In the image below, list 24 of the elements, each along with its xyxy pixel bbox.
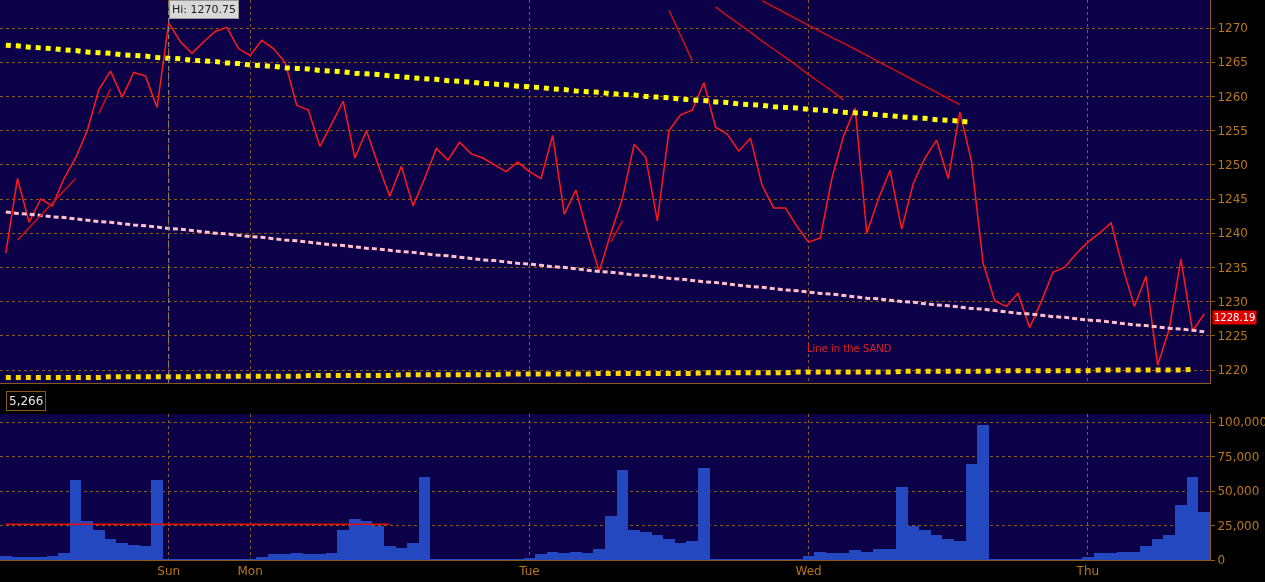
text: 5,266 [9,394,44,408]
y-tick-label: 1265 [1217,55,1248,70]
y-tick-label: 0 [1217,553,1226,568]
annotation: Hi: 1270.75 [172,3,237,16]
text: 1228.19 [1214,312,1256,323]
x-tick-label: Sun [157,564,181,579]
y-tick-label: 1220 [1217,363,1248,378]
y-tick-label: 1270 [1217,21,1248,36]
y-tick-label: 1230 [1217,294,1248,309]
y-tick-label: 1260 [1217,89,1248,104]
y-tick-label: 50,000 [1217,484,1260,499]
x-tick-label: Tue [518,564,540,579]
y-tick-label: 1255 [1217,123,1248,138]
y-tick-label: 1225 [1217,329,1248,344]
annotation: Line in the SAND [807,343,892,354]
y-tick-label: 1235 [1217,260,1248,275]
y-tick-label: 25,000 [1217,518,1260,533]
y-tick-label: 75,000 [1217,449,1260,464]
y-tick-label: 1245 [1217,192,1248,207]
x-tick-label: Thu [1075,564,1100,579]
x-tick-label: Mon [237,564,263,579]
y-tick-label: 1250 [1217,158,1248,173]
y-tick-label: 1240 [1217,226,1248,241]
x-tick-label: Wed [795,564,822,579]
